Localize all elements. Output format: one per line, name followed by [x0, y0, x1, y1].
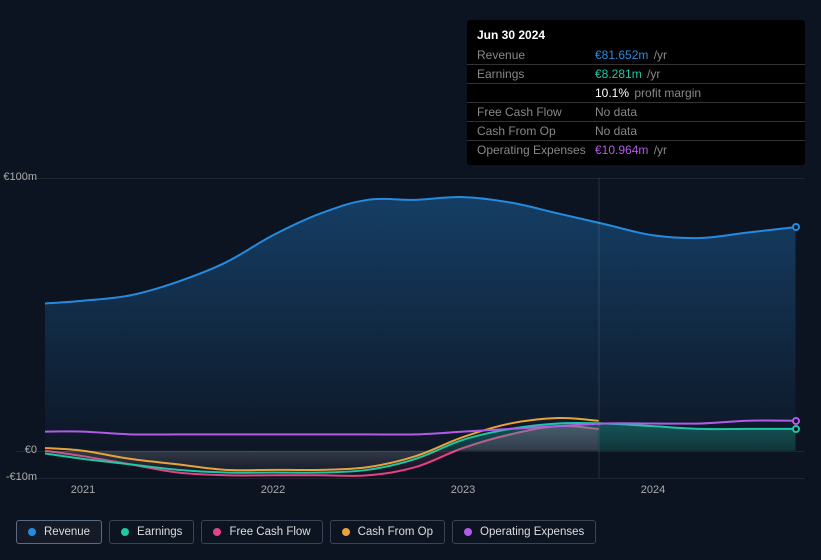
tooltip-date: Jun 30 2024	[467, 26, 805, 46]
tooltip-metric-label: Revenue	[477, 48, 595, 62]
tooltip-metric-value: €10.964m /yr	[595, 143, 667, 157]
tooltip-metric-label: Operating Expenses	[477, 143, 595, 157]
y-axis-label: -€10m	[6, 471, 37, 483]
series-end-marker	[792, 223, 800, 231]
legend-label: Free Cash Flow	[229, 526, 310, 538]
tooltip-row: Revenue€81.652m /yr	[467, 46, 805, 64]
legend-item-revenue[interactable]: Revenue	[16, 520, 102, 544]
tooltip-metric-value: 10.1% profit margin	[595, 86, 701, 100]
legend-dot-icon	[342, 528, 350, 536]
y-axis-label: €100m	[3, 171, 37, 183]
x-axis-label: 2023	[451, 484, 475, 496]
legend-item-cfo[interactable]: Cash From Op	[330, 520, 445, 544]
x-axis-label: 2022	[261, 484, 285, 496]
x-axis-label: 2021	[71, 484, 95, 496]
legend-label: Earnings	[137, 526, 182, 538]
tooltip-row: Operating Expenses€10.964m /yr	[467, 140, 805, 159]
legend-item-fcf[interactable]: Free Cash Flow	[201, 520, 322, 544]
series-end-marker	[792, 425, 800, 433]
tooltip-metric-value: No data	[595, 105, 637, 119]
tooltip-metric-label: Earnings	[477, 67, 595, 81]
legend-dot-icon	[213, 528, 221, 536]
tooltip-metric-value: No data	[595, 124, 637, 138]
legend-dot-icon	[121, 528, 129, 536]
legend-label: Operating Expenses	[480, 526, 584, 538]
legend-item-opex[interactable]: Operating Expenses	[452, 520, 596, 544]
financials-chart[interactable]: €100m€0-€10m 2021202220232024	[16, 160, 805, 480]
chart-legend: Revenue Earnings Free Cash Flow Cash From O…	[16, 520, 596, 544]
legend-dot-icon	[464, 528, 472, 536]
tooltip-row: Earnings€8.281m /yr	[467, 64, 805, 83]
tooltip-metric-value: €8.281m /yr	[595, 67, 660, 81]
chart-tooltip: Jun 30 2024 Revenue€81.652m /yrEarnings€…	[467, 20, 805, 165]
legend-label: Revenue	[44, 526, 90, 538]
tooltip-row: Cash From OpNo data	[467, 121, 805, 140]
tooltip-metric-value: €81.652m /yr	[595, 48, 667, 62]
series-end-marker	[792, 417, 800, 425]
x-axis-label: 2024	[641, 484, 665, 496]
legend-item-earnings[interactable]: Earnings	[109, 520, 194, 544]
tooltip-metric-label: Free Cash Flow	[477, 105, 595, 119]
tooltip-metric-label: Cash From Op	[477, 124, 595, 138]
tooltip-row: 10.1% profit margin	[467, 83, 805, 102]
legend-label: Cash From Op	[358, 526, 433, 538]
y-axis-label: €0	[25, 444, 37, 456]
legend-dot-icon	[28, 528, 36, 536]
chart-cursor-line	[598, 178, 600, 478]
tooltip-row: Free Cash FlowNo data	[467, 102, 805, 121]
tooltip-metric-label	[477, 86, 595, 100]
